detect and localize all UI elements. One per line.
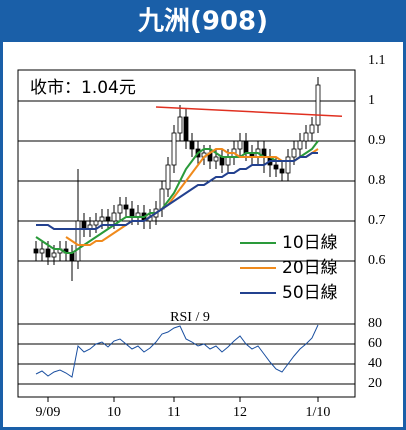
candle-body [69, 252, 75, 262]
candle-body [189, 140, 195, 150]
x-tick-label: 11 [167, 405, 180, 420]
candle-body [51, 252, 57, 258]
x-tick-label: 10 [107, 405, 121, 420]
y-tick-label: 0.7 [368, 213, 386, 228]
ma-line [36, 152, 318, 230]
x-tick-label: 9/09 [36, 405, 61, 420]
y-tick-label: 1 [368, 93, 375, 108]
candle-body [291, 148, 297, 158]
candle-body [285, 156, 291, 174]
plot-frame [17, 69, 356, 398]
candle-body [81, 220, 87, 230]
x-tick-label: 1/10 [306, 405, 331, 420]
x-tick-label: 12 [233, 405, 247, 420]
candle-body [33, 248, 39, 254]
candle-body [219, 156, 225, 166]
rsi-tick-label: 40 [368, 356, 382, 371]
candle-body [45, 248, 51, 258]
legend-label: 10日線 [282, 233, 338, 253]
rsi-tick-label: 20 [368, 376, 382, 391]
candle-body [183, 116, 189, 142]
candle-body [39, 248, 45, 254]
rsi-title: RSI / 9 [170, 310, 210, 325]
legend-label: 20日線 [282, 258, 338, 278]
candle-body [93, 220, 99, 226]
candle-body [243, 140, 249, 154]
candle-body [177, 116, 183, 134]
legend-label: 50日線 [282, 283, 338, 303]
candle-body [171, 132, 177, 166]
rsi-tick-label: 80 [368, 316, 382, 331]
rsi-tick-label: 60 [368, 336, 382, 351]
candle-body [111, 212, 117, 222]
candle-body [309, 124, 315, 134]
candle-body [129, 208, 135, 218]
ma-line [65, 148, 319, 246]
header [0, 0, 406, 42]
rsi-line [35, 324, 319, 378]
candle-body [303, 132, 309, 142]
candle-body [273, 164, 279, 170]
candle-body [315, 84, 321, 126]
candle-body [225, 156, 231, 166]
close-label: 收市：1.04元 [30, 78, 136, 98]
candle-body [75, 220, 81, 262]
candle-body [99, 216, 105, 222]
y-tick-label: 0.8 [368, 173, 386, 188]
candle-body [165, 164, 171, 190]
candle-body [117, 204, 123, 214]
candle-body [297, 140, 303, 150]
candle-body [123, 204, 129, 210]
chart-title: 九洲(908) [137, 7, 268, 37]
candle-body [279, 168, 285, 174]
candle-body [105, 216, 111, 222]
y-tick-label: 0.6 [368, 253, 386, 268]
candle-body [213, 156, 219, 162]
y-tick-label: 0.9 [368, 133, 386, 148]
candle-body [237, 140, 243, 150]
trendline [155, 106, 343, 117]
y-tick-label: 1.1 [368, 53, 386, 68]
